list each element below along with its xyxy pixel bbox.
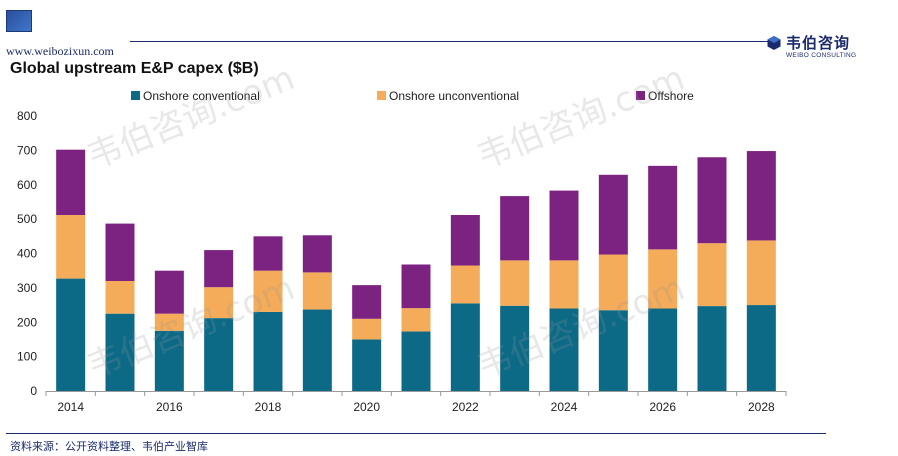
bar-onshore-unconventional-2015 — [105, 281, 135, 314]
bar-offshore-2025 — [598, 174, 628, 255]
bar-onshore-conventional-2015 — [105, 313, 135, 391]
y-tick-label: 0 — [30, 384, 37, 398]
x-tick-label: 2022 — [452, 400, 479, 414]
legend-swatch — [131, 91, 140, 100]
brand-name-cn: 韦伯咨询 — [786, 34, 851, 52]
bar-offshore-2014 — [56, 149, 86, 215]
bar-onshore-conventional-2027 — [697, 306, 727, 391]
bar-offshore-2028 — [746, 151, 776, 241]
legend-swatch — [377, 91, 386, 100]
legend-label: Offshore — [648, 89, 694, 103]
legend-label: Onshore conventional — [143, 89, 260, 103]
bar-onshore-unconventional-2025 — [598, 254, 628, 311]
bar-offshore-2024 — [549, 190, 579, 261]
bar-onshore-unconventional-2027 — [697, 243, 727, 307]
bar-onshore-conventional-2018 — [253, 311, 283, 391]
bar-onshore-conventional-2023 — [500, 305, 530, 391]
bar-onshore-unconventional-2022 — [450, 265, 480, 304]
x-tick-label: 2028 — [748, 400, 775, 414]
bar-onshore-conventional-2016 — [154, 330, 184, 391]
bar-onshore-conventional-2024 — [549, 308, 579, 391]
bar-offshore-2019 — [302, 235, 332, 273]
brand-logo: 韦伯咨询 WEIBO CONSULTING — [766, 32, 894, 64]
header-divider — [130, 41, 770, 42]
bar-offshore-2018 — [253, 236, 283, 271]
bar-offshore-2023 — [500, 196, 530, 261]
bar-offshore-2016 — [154, 270, 184, 314]
y-tick-label: 300 — [17, 281, 37, 295]
site-url: www.weibozixun.com — [6, 44, 114, 58]
legend-swatch — [636, 91, 645, 100]
x-tick-label: 2020 — [353, 400, 380, 414]
bar-offshore-2015 — [105, 223, 135, 281]
footer-divider — [6, 433, 826, 434]
bar-onshore-conventional-2028 — [746, 305, 776, 391]
bar-offshore-2022 — [450, 215, 480, 266]
bar-onshore-unconventional-2021 — [401, 308, 431, 332]
x-tick-label: 2024 — [551, 400, 578, 414]
y-tick-label: 800 — [17, 109, 37, 123]
bar-onshore-unconventional-2017 — [204, 287, 234, 319]
bar-offshore-2017 — [204, 250, 234, 288]
x-tick-label: 2018 — [255, 400, 282, 414]
bar-offshore-2026 — [648, 165, 678, 250]
bar-onshore-conventional-2014 — [56, 278, 86, 391]
x-tick-label: 2026 — [649, 400, 676, 414]
bar-onshore-unconventional-2014 — [56, 215, 86, 279]
bar-onshore-unconventional-2028 — [746, 240, 776, 306]
bar-offshore-2021 — [401, 264, 431, 309]
bar-onshore-unconventional-2026 — [648, 249, 678, 309]
bar-onshore-unconventional-2024 — [549, 260, 579, 309]
y-axis: 0 100 200 300 400 500 600 700 800 — [17, 109, 37, 398]
bar-onshore-unconventional-2016 — [154, 313, 184, 331]
bar-onshore-unconventional-2023 — [500, 260, 530, 306]
bar-onshore-conventional-2021 — [401, 331, 431, 391]
bar-onshore-conventional-2020 — [352, 339, 382, 391]
brand-name-en: WEIBO CONSULTING — [786, 52, 857, 59]
source-note: 资料来源：公开资料整理、韦伯产业智库 — [10, 440, 208, 453]
bar-onshore-unconventional-2020 — [352, 318, 382, 340]
bar-offshore-2027 — [697, 157, 727, 244]
brand-hex-icon — [767, 36, 781, 50]
y-tick-label: 500 — [17, 212, 37, 226]
y-tick-label: 100 — [17, 350, 37, 364]
bar-onshore-conventional-2022 — [450, 303, 480, 391]
bar-offshore-2020 — [352, 285, 382, 319]
bar-onshore-conventional-2025 — [598, 310, 628, 391]
bar-onshore-conventional-2019 — [302, 309, 332, 391]
brand-logo-square — [6, 10, 32, 32]
y-tick-label: 400 — [17, 247, 37, 261]
x-tick-label: 2016 — [156, 400, 183, 414]
bar-onshore-unconventional-2019 — [302, 272, 332, 310]
y-tick-label: 600 — [17, 178, 37, 192]
x-axis: 2014 2016 2018 2020 2022 2024 2026 2028 — [45, 391, 787, 414]
chart-title: Global upstream E&P capex ($B) — [10, 60, 259, 77]
bar-onshore-unconventional-2018 — [253, 270, 283, 312]
legend-label: Onshore unconventional — [389, 89, 519, 103]
legend: Onshore conventional Onshore unconvention… — [131, 89, 694, 103]
bars — [56, 149, 776, 391]
y-tick-label: 200 — [17, 315, 37, 329]
y-tick-label: 700 — [17, 143, 37, 157]
x-tick-label: 2014 — [57, 400, 84, 414]
bar-onshore-conventional-2017 — [204, 318, 234, 391]
bar-onshore-conventional-2026 — [648, 308, 678, 391]
